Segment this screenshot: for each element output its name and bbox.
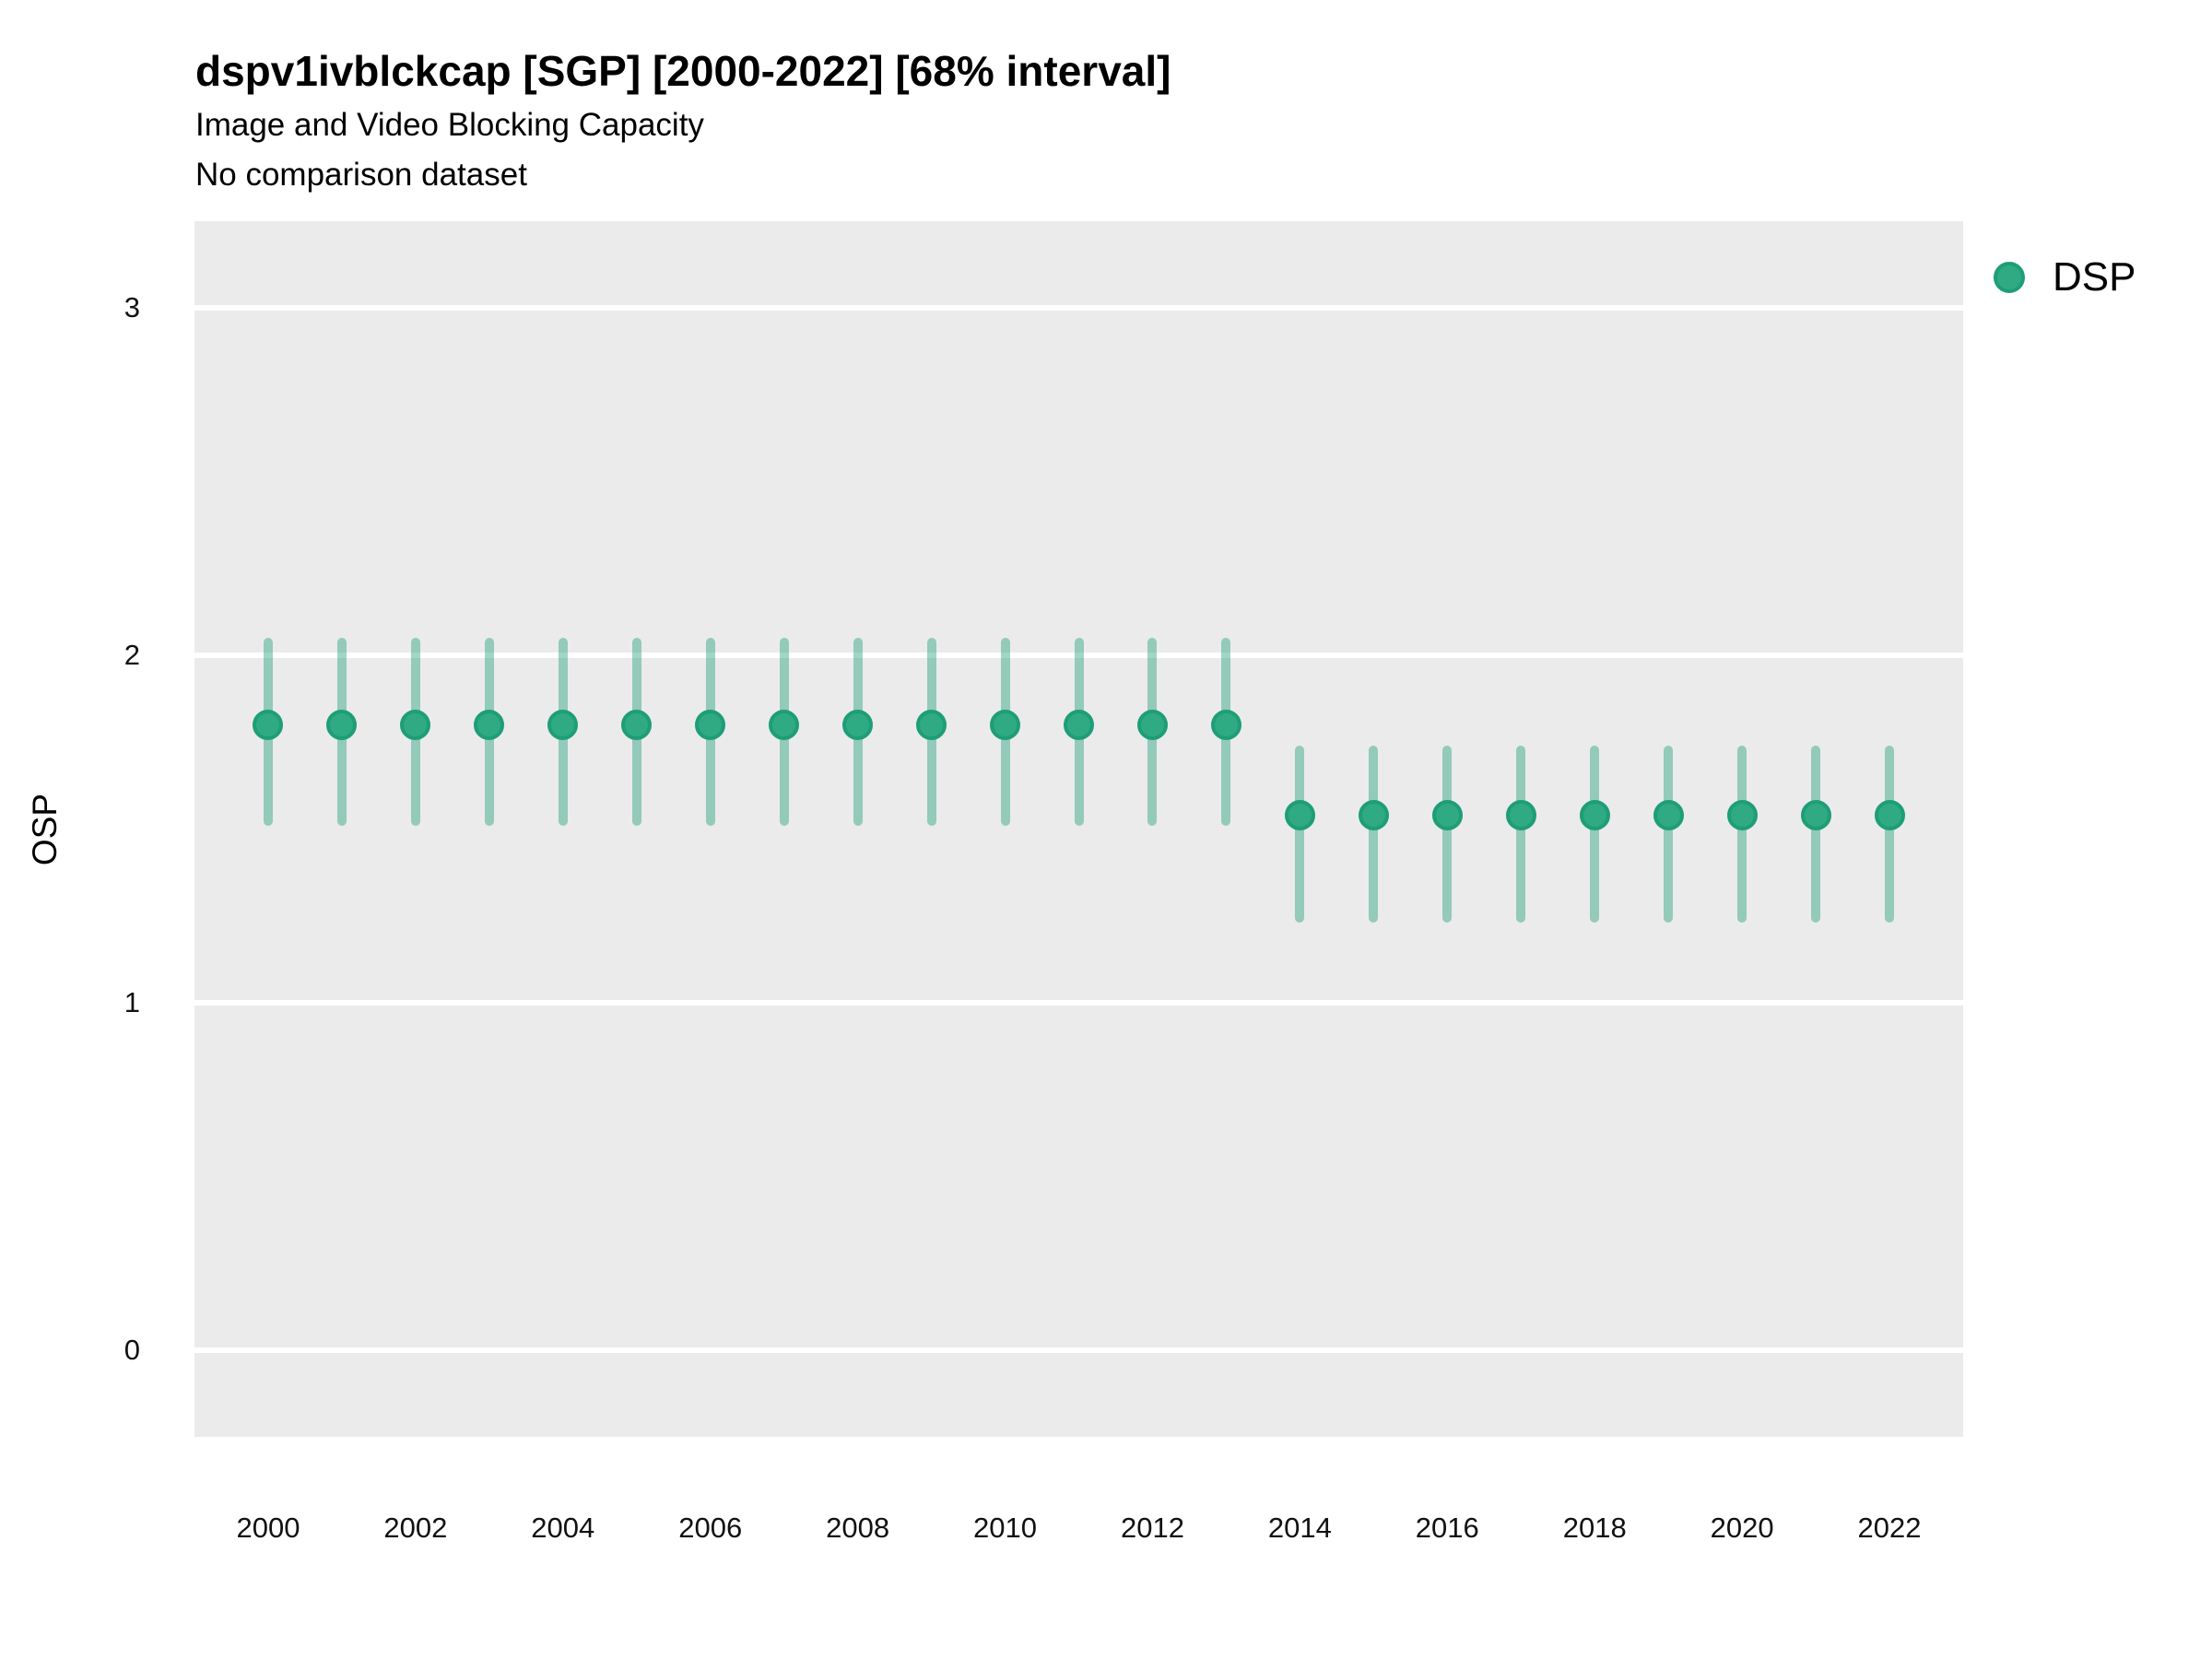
- plot-panel: [194, 221, 1963, 1437]
- interval-bar-2019: [1664, 746, 1674, 924]
- y-axis-title: OSP: [26, 793, 64, 866]
- x-tick-label-2016: 2016: [1415, 1512, 1479, 1544]
- x-tick-label-2006: 2006: [678, 1512, 743, 1544]
- data-point-2014: [1284, 799, 1315, 830]
- legend-label: DSP: [2053, 254, 2136, 300]
- data-point-2021: [1800, 799, 1831, 830]
- data-point-2012: [1136, 709, 1168, 740]
- gridline-y-0: [194, 1347, 1963, 1353]
- data-point-2005: [621, 709, 653, 740]
- data-point-2007: [769, 709, 800, 740]
- chart-title: dspv1ivblckcap [SGP] [2000-2022] [68% in…: [195, 47, 1171, 95]
- interval-bar-2015: [1369, 746, 1379, 924]
- x-tick-label-2018: 2018: [1562, 1512, 1627, 1544]
- data-point-2004: [547, 709, 579, 740]
- interval-bar-2021: [1811, 746, 1821, 924]
- data-point-2019: [1653, 799, 1684, 830]
- x-tick-label-2008: 2008: [826, 1512, 890, 1544]
- x-tick-label-2010: 2010: [973, 1512, 1038, 1544]
- data-point-2000: [253, 709, 284, 740]
- x-tick-label-2020: 2020: [1710, 1512, 1774, 1544]
- legend-point-icon: [1994, 262, 2025, 293]
- y-tick-label-0: 0: [124, 1333, 140, 1366]
- data-point-2003: [474, 709, 505, 740]
- y-tick-label-1: 1: [124, 985, 140, 1018]
- interval-bar-2014: [1295, 746, 1305, 924]
- gridline-y-1: [194, 999, 1963, 1006]
- interval-bar-2018: [1590, 746, 1600, 924]
- data-point-2008: [842, 709, 874, 740]
- data-point-2013: [1210, 709, 1241, 740]
- y-tick-label-2: 2: [124, 639, 140, 672]
- data-point-2010: [990, 709, 1021, 740]
- legend: DSP: [1994, 255, 2136, 300]
- data-point-2022: [1874, 799, 1905, 830]
- x-tick-label-2000: 2000: [236, 1512, 300, 1544]
- x-tick-label-2004: 2004: [531, 1512, 595, 1544]
- x-tick-label-2002: 2002: [383, 1512, 448, 1544]
- interval-bar-2020: [1737, 746, 1747, 924]
- gridline-y-3: [194, 305, 1963, 312]
- interval-bar-2017: [1516, 746, 1526, 924]
- x-tick-label-2014: 2014: [1267, 1512, 1332, 1544]
- data-point-2018: [1579, 799, 1610, 830]
- data-point-2016: [1431, 799, 1463, 830]
- data-point-2017: [1505, 799, 1536, 830]
- y-tick-label-3: 3: [124, 291, 140, 324]
- data-point-2009: [916, 709, 947, 740]
- data-point-2020: [1726, 799, 1758, 830]
- data-point-2015: [1358, 799, 1389, 830]
- x-tick-label-2022: 2022: [1857, 1512, 1922, 1544]
- gridline-y-2: [194, 653, 1963, 659]
- chart-note: No comparison dataset: [195, 157, 527, 193]
- data-point-2002: [400, 709, 431, 740]
- interval-bar-2016: [1442, 746, 1453, 924]
- data-point-2011: [1064, 709, 1094, 740]
- data-point-2001: [326, 709, 358, 740]
- chart-subtitle: Image and Video Blocking Capacity: [195, 107, 704, 143]
- x-tick-label-2012: 2012: [1120, 1512, 1184, 1544]
- interval-bar-2022: [1885, 746, 1895, 924]
- data-point-2006: [695, 709, 726, 740]
